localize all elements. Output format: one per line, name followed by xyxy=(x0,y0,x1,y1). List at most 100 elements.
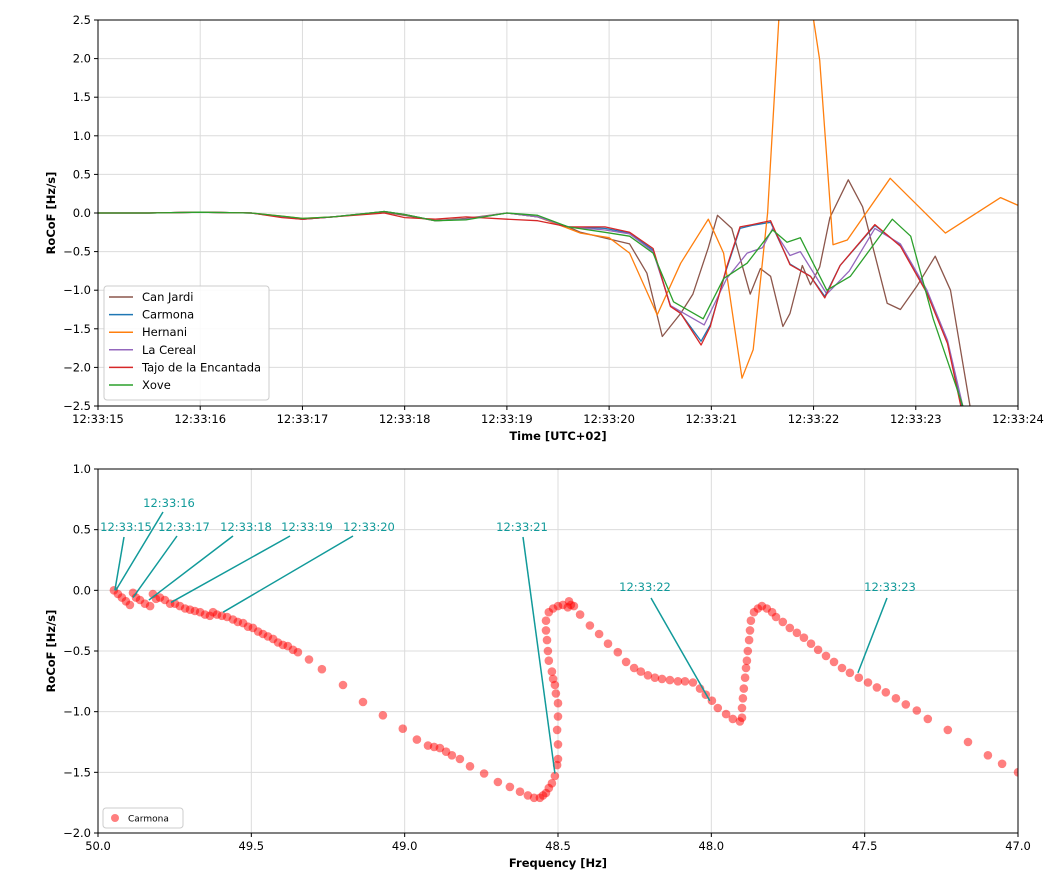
top-x-tick-label: 12:33:17 xyxy=(277,412,329,426)
scatter-point xyxy=(515,787,525,796)
bottom-x-tick-label: 49.0 xyxy=(392,839,418,853)
scatter-point xyxy=(293,647,303,657)
annotation-arrow xyxy=(857,597,888,674)
bottom-points-group xyxy=(109,586,1018,803)
scatter-point xyxy=(455,754,465,764)
scatter-point xyxy=(680,677,690,686)
top-frame xyxy=(97,19,1019,407)
scatter-point xyxy=(621,657,631,667)
bottom-legend-box xyxy=(102,807,184,829)
scatter-point xyxy=(317,664,327,674)
bottom-y-tick-label: 0.5 xyxy=(73,523,91,537)
scatter-point xyxy=(740,673,750,682)
scatter-point xyxy=(145,601,155,611)
annotation-label: 12:33:17 xyxy=(158,520,210,534)
scatter-point xyxy=(742,656,752,665)
scatter-point xyxy=(547,779,557,788)
scatter-point xyxy=(799,633,809,642)
legend-label: La Cereal xyxy=(142,343,196,357)
scatter-point xyxy=(741,663,751,673)
scatter-point xyxy=(829,657,839,667)
scatter-point xyxy=(542,635,552,645)
top-y-tick-label: 1.5 xyxy=(73,90,91,104)
scatter-point xyxy=(657,674,667,684)
scatter-point xyxy=(721,709,731,719)
scatter-point xyxy=(553,740,563,749)
scatter-point xyxy=(547,667,557,676)
scatter-point xyxy=(603,639,613,648)
scatter-point xyxy=(707,696,717,705)
bottom-y-tick-label: 0.0 xyxy=(73,583,91,597)
legend-label: Hernani xyxy=(142,325,187,339)
scatter-point xyxy=(493,777,503,787)
scatter-point xyxy=(923,714,933,724)
scatter-point xyxy=(863,678,873,687)
legend-marker xyxy=(111,814,119,822)
bottom-x-tick-label: 48.5 xyxy=(545,839,571,853)
scatter-point xyxy=(613,647,623,657)
bottom-x-tick-label: 47.5 xyxy=(852,839,878,853)
scatter-point xyxy=(636,667,646,676)
annotation-arrow xyxy=(114,536,125,591)
scatter-point xyxy=(912,706,922,715)
scatter-point xyxy=(963,737,973,747)
scatter-point xyxy=(745,626,755,635)
top-legend-box xyxy=(103,285,270,401)
scatter-point xyxy=(338,680,348,690)
legend-label: Tajo de la Encantada xyxy=(141,360,261,374)
bottom-y-tick-label: 1.0 xyxy=(73,462,91,476)
bottom-y-tick-label: −2.0 xyxy=(63,826,91,840)
top-x-tick-label: 12:33:23 xyxy=(890,412,942,426)
scatter-point xyxy=(746,616,756,625)
scatter-point xyxy=(541,616,551,625)
bottom-x-tick-label: 47.0 xyxy=(1005,839,1031,853)
scatter-point xyxy=(1013,768,1018,777)
scatter-point xyxy=(881,688,891,697)
legend-label: Carmona xyxy=(142,308,194,322)
top-y-axis-label: RoCoF [Hz/s] xyxy=(44,172,58,255)
scatter-point xyxy=(837,663,847,673)
top-y-tick-label: 1.0 xyxy=(73,129,91,143)
scatter-point xyxy=(872,683,882,692)
bottom-y-tick-label: −0.5 xyxy=(63,644,91,658)
scatter-point xyxy=(505,782,515,792)
scatter-point xyxy=(550,771,560,781)
legend-label: Can Jardi xyxy=(142,290,193,304)
bottom-legend: Carmona xyxy=(102,807,184,829)
legend-label: Xove xyxy=(142,378,171,392)
top-y-tick-label: 0.5 xyxy=(73,167,91,181)
top-x-tick-label: 12:33:20 xyxy=(583,412,635,426)
scatter-point xyxy=(412,735,422,744)
annotation-arrow xyxy=(115,511,164,591)
scatter-point xyxy=(594,629,604,639)
scatter-point xyxy=(552,725,562,735)
annotation-label: 12:33:18 xyxy=(220,520,272,534)
scatter-point xyxy=(378,711,388,720)
scatter-point xyxy=(541,626,551,635)
annotation-label: 12:33:22 xyxy=(619,580,671,594)
annotation-label: 12:33:16 xyxy=(143,496,195,510)
scatter-point xyxy=(435,743,445,753)
scatter-point xyxy=(943,725,953,735)
bottom-frame xyxy=(97,468,1019,834)
scatter-point xyxy=(465,762,475,771)
bottom-y-tick-label: −1.5 xyxy=(63,765,91,779)
scatter-point xyxy=(901,700,911,709)
annotation-label: 12:33:20 xyxy=(343,520,395,534)
scatter-point xyxy=(358,697,368,707)
scatter-point xyxy=(544,656,554,665)
annotation-arrow xyxy=(170,535,291,604)
scatter-point xyxy=(643,671,653,680)
scatter-point xyxy=(785,623,795,633)
top-y-tick-label: 2.5 xyxy=(73,13,91,27)
top-x-tick-label: 12:33:21 xyxy=(686,412,738,426)
top-x-tick-label: 12:33:15 xyxy=(72,412,124,426)
scatter-point xyxy=(728,714,738,724)
scatter-point xyxy=(125,600,135,610)
scatter-point xyxy=(891,694,901,703)
scatter-point xyxy=(688,678,698,687)
scatter-point xyxy=(744,635,754,645)
scatter-point xyxy=(737,713,747,722)
annotation-arrow xyxy=(522,536,556,774)
bottom-x-axis-label: Frequency [Hz] xyxy=(509,856,607,870)
